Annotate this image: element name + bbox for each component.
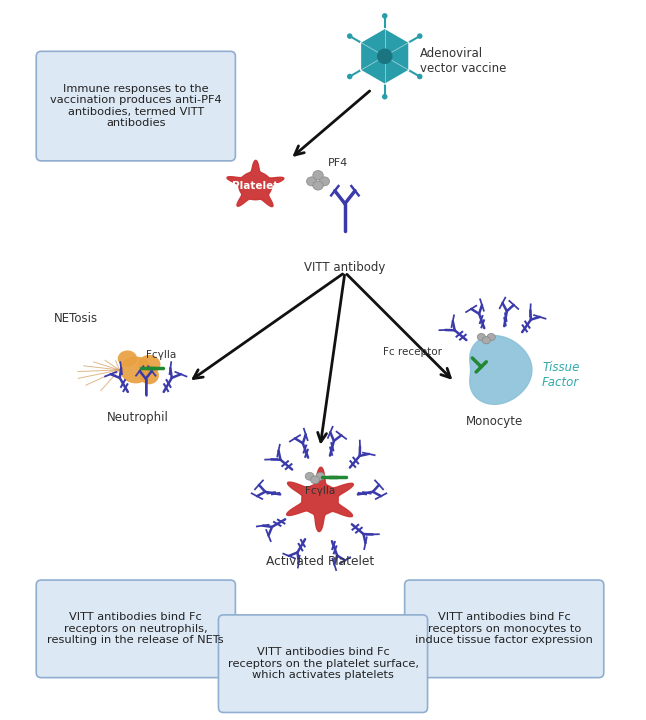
- Ellipse shape: [311, 476, 320, 484]
- Text: Platelet: Platelet: [232, 181, 278, 191]
- Text: VITT antibodies bind Fc
receptors on the platelet surface,
which activates plate: VITT antibodies bind Fc receptors on the…: [227, 647, 419, 680]
- Text: PF4: PF4: [328, 158, 348, 168]
- Polygon shape: [470, 336, 532, 405]
- Circle shape: [417, 33, 422, 39]
- Ellipse shape: [319, 177, 329, 186]
- Circle shape: [417, 73, 422, 79]
- Text: VITT antibody: VITT antibody: [304, 261, 386, 274]
- Ellipse shape: [482, 337, 490, 344]
- FancyBboxPatch shape: [36, 51, 235, 161]
- Text: Fcγlla: Fcγlla: [146, 350, 176, 360]
- Text: Adenoviral
vector vaccine: Adenoviral vector vaccine: [420, 48, 506, 76]
- Text: Fc receptor: Fc receptor: [384, 347, 443, 357]
- Ellipse shape: [140, 366, 159, 384]
- FancyBboxPatch shape: [36, 580, 235, 678]
- Text: VITT antibodies bind Fc
receptors on neutrophils,
resulting in the release of NE: VITT antibodies bind Fc receptors on neu…: [48, 612, 224, 645]
- Ellipse shape: [316, 472, 325, 480]
- Text: Neutrophil: Neutrophil: [107, 411, 169, 424]
- Ellipse shape: [305, 472, 314, 480]
- Circle shape: [377, 48, 393, 64]
- Text: Monocyte: Monocyte: [466, 415, 523, 428]
- Polygon shape: [360, 28, 409, 84]
- Text: Activated Platelet: Activated Platelet: [266, 554, 374, 567]
- Text: Fcγlla: Fcγlla: [305, 487, 335, 496]
- Text: Tissue
Factor: Tissue Factor: [542, 361, 579, 389]
- Circle shape: [347, 73, 353, 79]
- Ellipse shape: [313, 171, 323, 179]
- Polygon shape: [227, 161, 284, 207]
- Ellipse shape: [306, 177, 317, 186]
- FancyBboxPatch shape: [218, 615, 428, 713]
- Ellipse shape: [487, 333, 495, 341]
- Circle shape: [382, 94, 388, 99]
- FancyBboxPatch shape: [404, 580, 604, 678]
- Text: Immune responses to the
vaccination produces anti-PF4
antibodies, termed VITT
an: Immune responses to the vaccination prod…: [50, 84, 222, 128]
- Circle shape: [347, 33, 353, 39]
- Text: VITT antibodies bind Fc
receptors on monocytes to
induce tissue factor expressio: VITT antibodies bind Fc receptors on mon…: [415, 612, 593, 645]
- Ellipse shape: [477, 333, 486, 341]
- Polygon shape: [287, 467, 353, 531]
- Text: NETosis: NETosis: [54, 312, 98, 325]
- Ellipse shape: [118, 351, 137, 366]
- Ellipse shape: [313, 181, 323, 190]
- Ellipse shape: [120, 356, 152, 383]
- Ellipse shape: [138, 355, 160, 374]
- Circle shape: [382, 13, 388, 19]
